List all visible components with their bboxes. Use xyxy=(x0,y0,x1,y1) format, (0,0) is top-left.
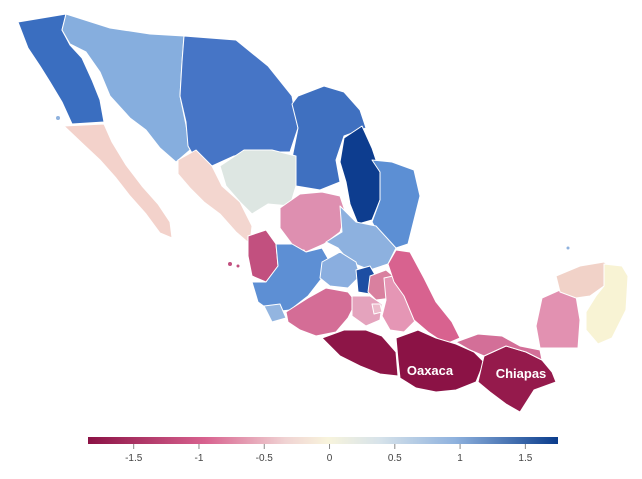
state-baja-california-sur[interactable] xyxy=(63,123,173,239)
state-colima[interactable] xyxy=(263,303,287,323)
state-guanajuato[interactable] xyxy=(319,251,361,289)
state-tamaulipas[interactable] xyxy=(371,159,421,249)
legend-tick-label: 1.5 xyxy=(518,453,532,464)
state-chihuahua[interactable] xyxy=(179,35,299,167)
state-oaxaca[interactable] xyxy=(395,329,485,393)
state-zacatecas[interactable] xyxy=(279,191,347,253)
state-jalisco[interactable] xyxy=(251,243,331,313)
legend-tick-label: 0 xyxy=(327,453,333,464)
legend-tick-label: 1 xyxy=(457,453,463,464)
state-tabasco[interactable] xyxy=(455,333,543,361)
color-legend: -1.5 -1 -0.5 0 0.5 1 1.5 xyxy=(88,437,558,464)
islands xyxy=(56,116,570,268)
legend-tick-label: -0.5 xyxy=(256,453,274,464)
state-cdmx[interactable] xyxy=(371,303,383,315)
state-campeche[interactable] xyxy=(535,289,581,349)
state-coahuila[interactable] xyxy=(291,85,367,191)
oaxaca-callout: Oaxaca xyxy=(407,363,454,378)
legend-color-bar xyxy=(88,437,558,444)
state-quintana-roo[interactable] xyxy=(585,263,629,345)
legend-tick-label: -1 xyxy=(195,453,204,464)
chiapas-callout: Chiapas xyxy=(496,366,547,381)
legend-tick-label: -1.5 xyxy=(125,453,143,464)
legend-tick-label: 0.5 xyxy=(388,453,402,464)
state-guerrero[interactable] xyxy=(321,329,399,377)
state-michoacan[interactable] xyxy=(285,287,357,337)
state-nuevo-leon[interactable] xyxy=(339,125,381,225)
state-sonora[interactable] xyxy=(61,13,191,163)
